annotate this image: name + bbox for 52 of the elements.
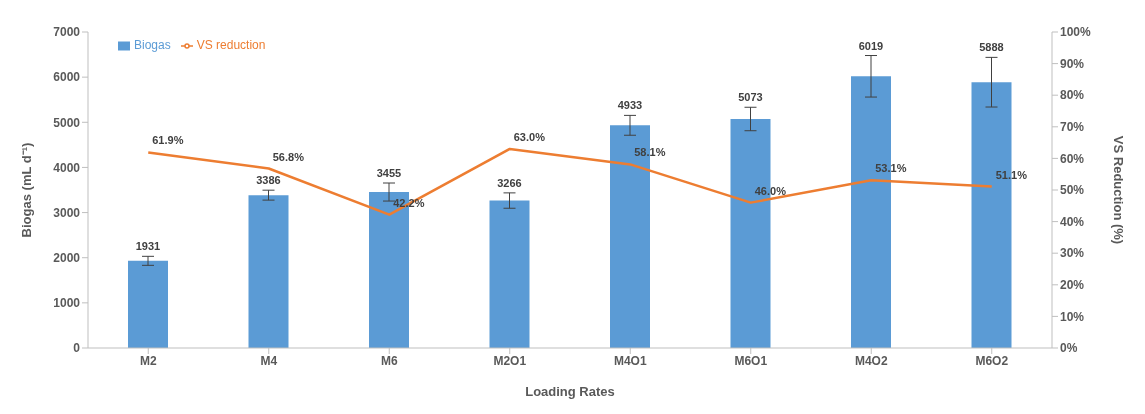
data-label: 4933 <box>617 99 643 112</box>
data-label: 3455 <box>376 167 402 179</box>
x-axis-title: Loading Rates <box>525 384 615 399</box>
y2-tick-label: 30% <box>1060 246 1085 261</box>
y-tick-label: 5000 <box>53 115 81 130</box>
data-label: 46.0% <box>754 184 787 197</box>
x-tick-label: M4O1 <box>613 353 647 368</box>
data-label: 5888 <box>979 41 1004 54</box>
x-tick-label: M6O1 <box>734 353 768 368</box>
y-tick-label: 4000 <box>53 160 81 175</box>
data-label: 63.0% <box>513 130 546 143</box>
y-tick-label: 2000 <box>53 250 81 265</box>
data-label: 3386 <box>256 174 281 187</box>
x-tick-label: M2O1 <box>493 353 527 368</box>
line-series <box>147 147 993 216</box>
y2-tick-label: 10% <box>1060 309 1085 324</box>
data-label: 3266 <box>497 176 522 189</box>
x-tick-label: M4O2 <box>854 353 888 368</box>
y2-tick-label: 20% <box>1060 278 1085 293</box>
y2-tick-label: 70% <box>1060 120 1085 135</box>
legend-label: VS reduction <box>196 38 266 52</box>
x-tick-label: M4 <box>260 353 278 368</box>
data-label: 51.1% <box>995 168 1028 181</box>
y-tick-label: 1000 <box>53 296 81 311</box>
y-tick-label: 7000 <box>53 25 81 40</box>
y-tick-label: 6000 <box>53 70 81 85</box>
y2-tick-label: 60% <box>1060 151 1085 166</box>
y2-tick-label: 100% <box>1060 25 1092 40</box>
x-tick-label: M2 <box>139 353 157 368</box>
y2-axis-title: VS Reduction (%) <box>1111 135 1127 245</box>
data-label: 42.2% <box>393 196 425 209</box>
y-axis-title: Biogas (mL d⁻¹) <box>18 142 34 238</box>
y2-tick-label: 40% <box>1060 214 1085 229</box>
legend-label: Biogas <box>134 38 171 52</box>
x-tick-label: M6 <box>380 353 398 368</box>
data-label: 6019 <box>858 39 884 52</box>
x-tick-label: M6O2 <box>975 353 1009 368</box>
bar <box>489 200 530 348</box>
data-label: 1931 <box>135 240 161 253</box>
data-label: 5073 <box>738 91 763 104</box>
data-label: 56.8% <box>272 150 305 163</box>
bar <box>128 260 168 348</box>
y2-tick-label: 50% <box>1060 183 1085 198</box>
y2-tick-label: 0% <box>1060 341 1078 356</box>
y2-tick-label: 90% <box>1060 56 1085 71</box>
data-label: 61.9% <box>152 134 184 147</box>
y2-tick-label: 80% <box>1060 88 1085 103</box>
y-tick-label: 0 <box>73 341 81 356</box>
data-label: 58.1% <box>634 146 666 159</box>
bar <box>248 195 289 348</box>
data-label: 53.1% <box>875 162 907 175</box>
y-tick-label: 3000 <box>53 205 81 220</box>
